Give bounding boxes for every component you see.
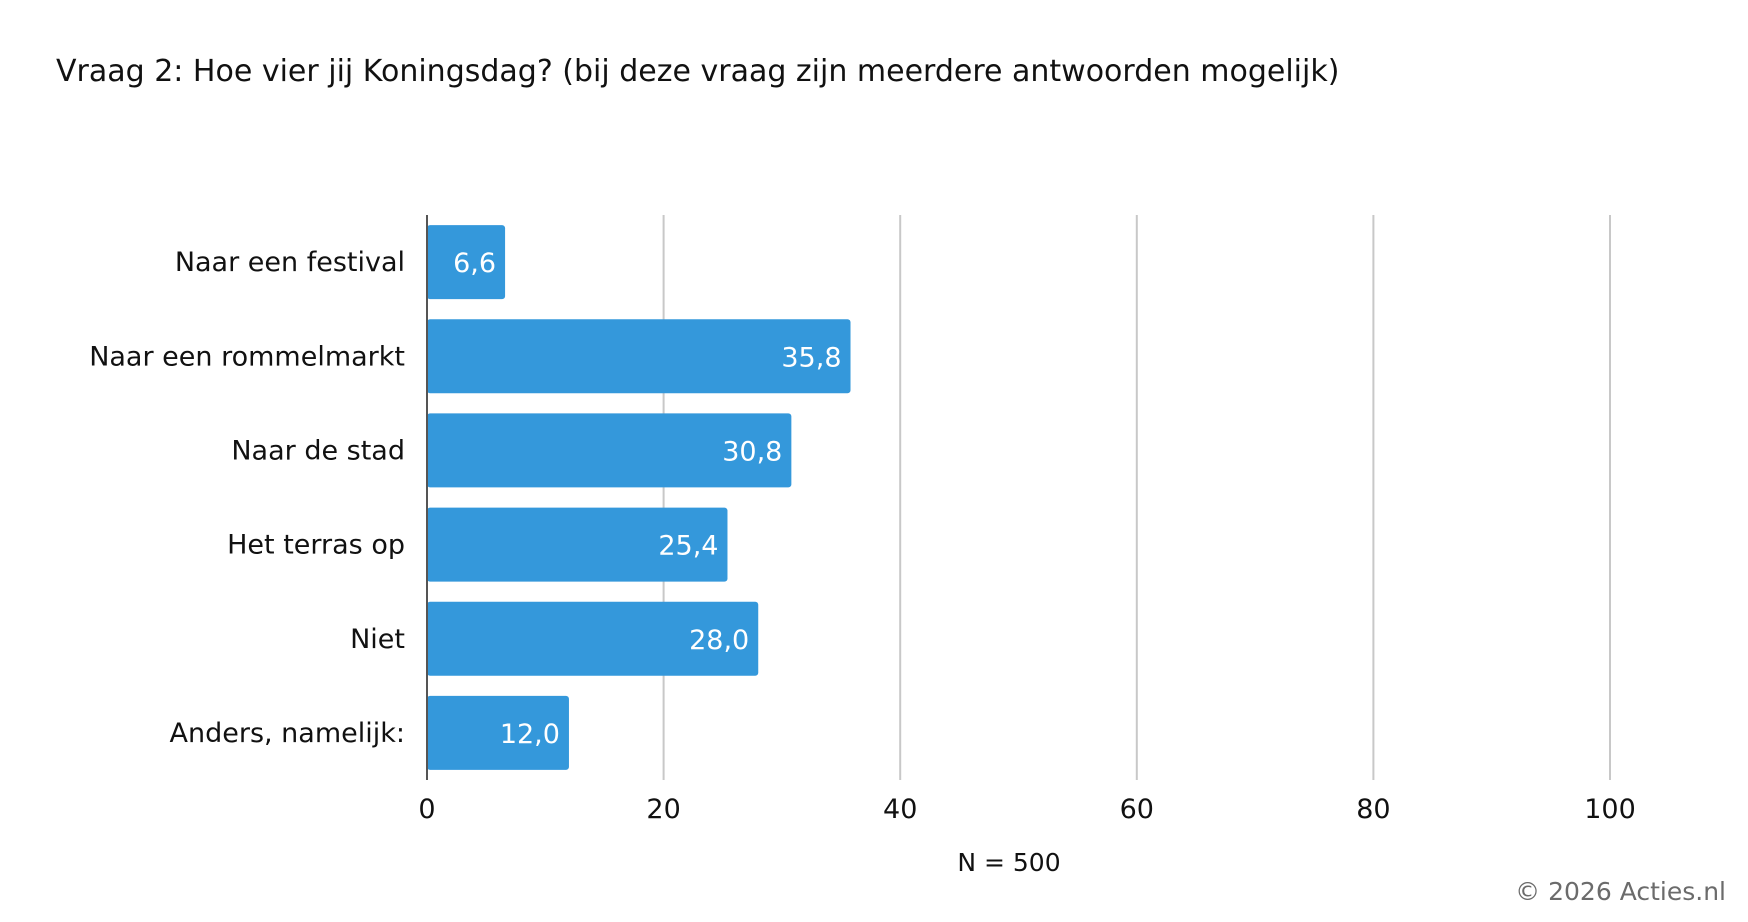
x-tick-label-60: 60 [1120, 794, 1154, 825]
bar-2 [427, 413, 792, 488]
x-tick-label-100: 100 [1584, 794, 1636, 825]
value-label-4: 28,0 [689, 625, 749, 656]
sample-size-label: N = 500 [957, 848, 1061, 877]
bar-4 [427, 601, 759, 676]
x-tick-label-20: 20 [646, 794, 680, 825]
category-label-0: Naar een festival [175, 247, 405, 278]
chart-title: Vraag 2: Hoe vier jij Koningsdag? (bij d… [56, 54, 1340, 89]
value-label-2: 30,8 [722, 436, 782, 467]
category-label-3: Het terras op [227, 530, 405, 561]
bar-1 [427, 319, 851, 394]
value-label-3: 25,4 [658, 531, 718, 562]
value-label-5: 12,0 [500, 719, 560, 750]
x-tick-label-0: 0 [418, 794, 435, 825]
category-label-5: Anders, namelijk: [170, 718, 405, 749]
bar-0 [427, 225, 506, 300]
value-label-1: 35,8 [781, 342, 841, 373]
category-label-1: Naar een rommelmarkt [89, 341, 405, 372]
category-label-4: Niet [350, 624, 405, 655]
x-tick-label-80: 80 [1356, 794, 1390, 825]
bar-3 [427, 507, 728, 582]
copyright-label: © 2026 Acties.nl [1515, 877, 1726, 906]
bar-5 [427, 695, 569, 770]
value-label-0: 6,6 [453, 248, 496, 279]
x-tick-label-40: 40 [883, 794, 917, 825]
category-label-2: Naar de stad [231, 435, 405, 466]
